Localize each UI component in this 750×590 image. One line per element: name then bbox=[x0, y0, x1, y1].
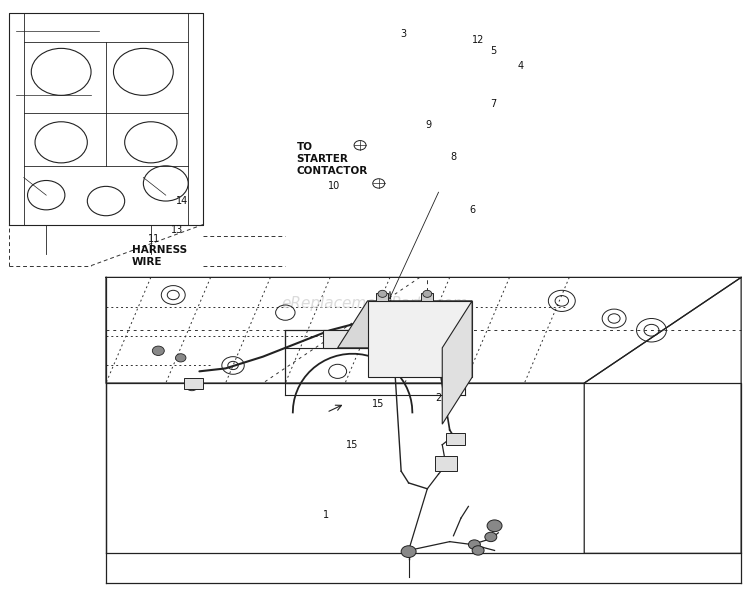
Circle shape bbox=[469, 540, 480, 549]
Polygon shape bbox=[338, 301, 472, 348]
Text: 5: 5 bbox=[490, 46, 496, 56]
Text: 3: 3 bbox=[400, 29, 406, 39]
Bar bbox=[422, 293, 434, 301]
Text: 6: 6 bbox=[469, 205, 476, 215]
Circle shape bbox=[472, 546, 484, 555]
Text: 10: 10 bbox=[328, 181, 340, 191]
Text: 13: 13 bbox=[171, 225, 183, 235]
Text: 4: 4 bbox=[518, 61, 524, 71]
Text: 2: 2 bbox=[436, 393, 442, 403]
Circle shape bbox=[401, 546, 416, 558]
Polygon shape bbox=[442, 301, 472, 424]
Text: TO
STARTER
CONTACTOR: TO STARTER CONTACTOR bbox=[296, 142, 368, 175]
Text: 14: 14 bbox=[176, 196, 188, 206]
Bar bbox=[376, 293, 388, 301]
Circle shape bbox=[378, 290, 387, 297]
Circle shape bbox=[186, 381, 198, 391]
Circle shape bbox=[423, 290, 432, 297]
Circle shape bbox=[152, 346, 164, 356]
Text: 11: 11 bbox=[148, 234, 160, 244]
Text: eReplacementParts.com: eReplacementParts.com bbox=[282, 296, 468, 312]
Text: 1: 1 bbox=[323, 510, 329, 520]
Circle shape bbox=[176, 354, 186, 362]
Circle shape bbox=[487, 520, 502, 532]
Text: 12: 12 bbox=[472, 35, 484, 45]
Bar bbox=[446, 433, 465, 445]
Circle shape bbox=[484, 532, 496, 542]
Bar bbox=[184, 378, 203, 389]
Text: 15: 15 bbox=[346, 440, 358, 450]
Bar bbox=[435, 457, 457, 471]
Text: HARNESS
WIRE: HARNESS WIRE bbox=[132, 245, 188, 267]
Text: 8: 8 bbox=[451, 152, 457, 162]
Polygon shape bbox=[368, 301, 472, 377]
Polygon shape bbox=[322, 330, 442, 348]
Text: 7: 7 bbox=[490, 99, 496, 109]
Text: 9: 9 bbox=[426, 120, 432, 130]
Text: 15: 15 bbox=[372, 399, 384, 409]
